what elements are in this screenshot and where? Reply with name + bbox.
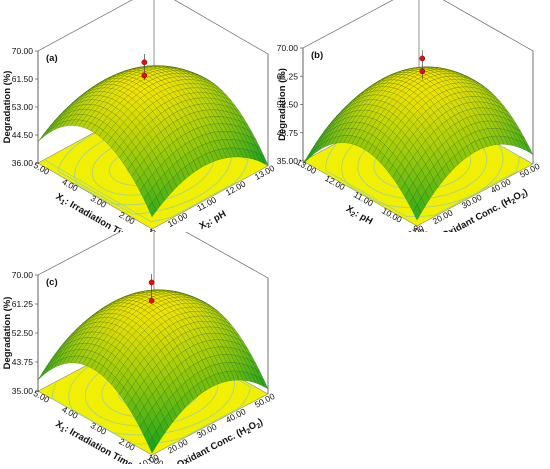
design-point [149, 280, 154, 285]
z-tick-label: 43.75 [12, 357, 34, 367]
z-axis-label: Degradation (%) [2, 297, 13, 370]
panel-label: (a) [46, 53, 58, 64]
y-axis-label: X2: pH [198, 209, 229, 232]
z-axis-label: Degradation (%) [277, 68, 288, 141]
design-point [420, 56, 425, 61]
design-point [142, 73, 147, 78]
z-tick-label: 61.25 [12, 299, 34, 309]
z-axis-label: Degradation (%) [2, 71, 13, 144]
design-point [420, 69, 425, 74]
panel-label: (b) [311, 50, 323, 61]
z-tick-label: 61.50 [12, 74, 34, 84]
surface-plot-a-svg: 36.00 44.50 53.00 61.50 70.00 Degradation (%)… [0, 0, 285, 232]
surface-plot-c-svg: 35.00 43.75 52.50 61.25 70.00 Degradation (%)… [0, 232, 285, 464]
surface-cell [38, 369, 46, 380]
design-point [142, 60, 147, 65]
surface-cell [42, 129, 50, 138]
z-tick-label: 70.00 [12, 46, 34, 56]
surface-plot-a: 36.00 44.50 53.00 61.50 70.00 Degradation (%)… [0, 0, 285, 232]
design-point [149, 298, 154, 303]
z-tick-label: 52.50 [12, 328, 34, 338]
z-tick-label: 53.00 [12, 102, 34, 112]
z-tick-label: 35.00 [12, 386, 34, 396]
z-tick-label: 70.00 [277, 43, 299, 53]
z-tick-label: 44.50 [12, 130, 34, 140]
z-tick-label: 70.00 [12, 270, 34, 280]
surface-plot-c: 35.00 43.75 52.50 61.25 70.00 Degradation (%)… [0, 232, 285, 464]
panel-label: (c) [46, 277, 58, 288]
z-tick-label: 36.00 [12, 158, 34, 168]
surface-cell [38, 132, 46, 141]
